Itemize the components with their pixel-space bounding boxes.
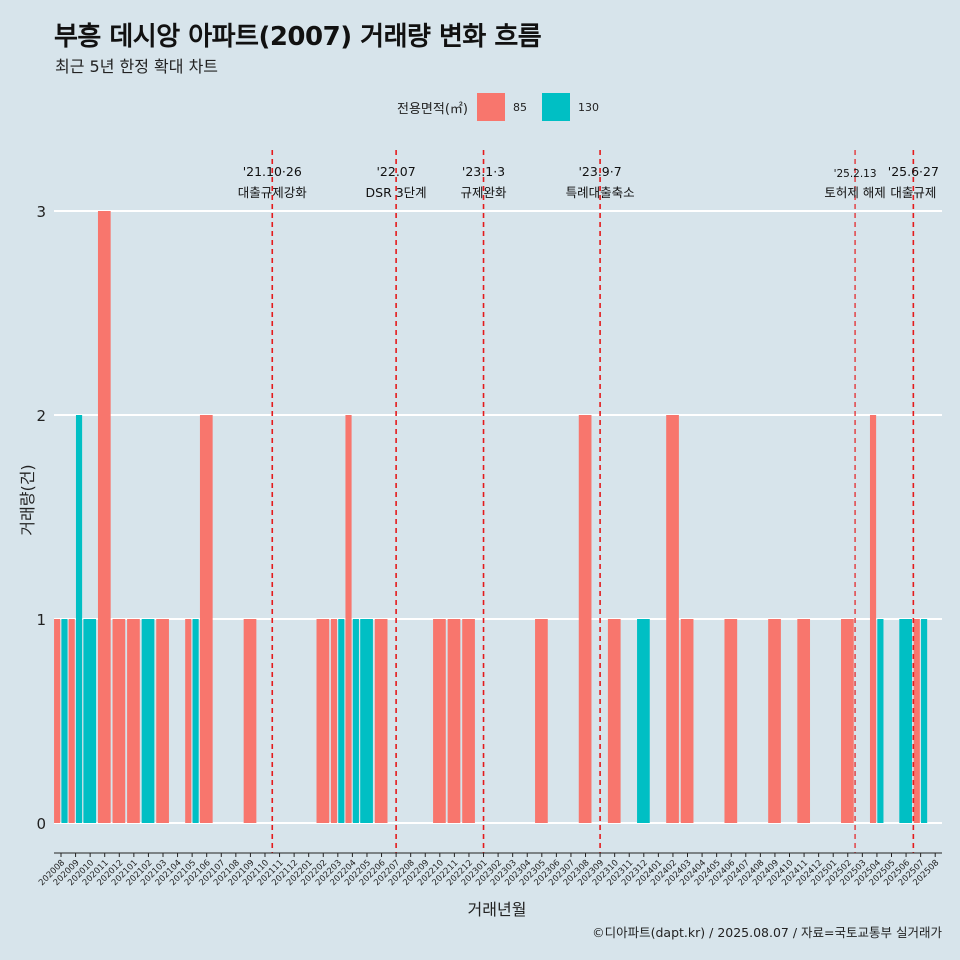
bar-85 [112,619,126,823]
event-date-label: '21.10·26 [243,164,302,179]
bar-85 [54,619,61,823]
bar-130 [61,619,68,823]
bar-85 [869,415,877,823]
bar-85 [345,415,352,823]
caption: ©디아파트(dapt.kr) / 2025.08.07 / 자료=국토교통부 실… [592,925,942,940]
bar-85 [724,619,738,823]
bar-85 [433,619,446,823]
event-text-label: 대출규제강화 [238,185,308,200]
event-text-label: 규제완화 [461,185,508,200]
event-date-label: '25.2.13 [834,168,877,180]
legend-key-85 [476,93,505,121]
bar-85 [666,415,679,823]
bar-130 [637,619,650,823]
bar-85 [185,619,192,823]
legend: 전용면적(㎡) 85 130 [397,93,614,121]
y-tick-label: 0 [36,815,46,833]
bar-130 [352,619,359,823]
bar-85 [578,415,592,823]
bar-85 [913,619,920,823]
chart-title: 부흥 데시앙 아파트(2007) 거래량 변화 흐름 [54,22,542,52]
bar-85 [316,619,330,823]
bar-130 [141,619,155,823]
bar-85 [156,619,169,823]
bar-85 [97,211,111,823]
bar-130 [75,415,83,823]
bar-130 [360,619,373,823]
event-text-label: 특례대출축소 [566,185,635,200]
bar-85 [841,619,854,823]
bar-130 [921,619,928,823]
y-tick-label: 2 [36,407,46,425]
bar-85 [535,619,548,823]
bar-85 [68,619,75,823]
event-date-label: '25.6·27 [888,164,939,179]
event-date-label: '23.9·7 [578,164,621,179]
event-text-label: DSR 3단계 [366,185,427,200]
y-tick-label: 1 [36,611,46,629]
event-date-label: '22.07 [376,164,415,179]
bar-85 [127,619,140,823]
bar-130 [83,619,97,823]
chart-subtitle: 최근 5년 한정 확대 차트 [55,57,219,76]
bar-130 [192,619,199,823]
bar-85 [330,619,338,823]
y-tick-label: 3 [36,203,46,221]
bar-85 [680,619,694,823]
bar-130 [899,619,913,823]
bar-130 [877,619,884,823]
bar-85 [199,415,213,823]
bar-85 [607,619,621,823]
legend-label-130: 130 [577,100,599,114]
legend-label-85: 85 [512,100,527,114]
event-text-label: 토허제 해제 [824,185,885,200]
bar-85 [243,619,257,823]
bar-85 [447,619,461,823]
bar-85 [462,619,475,823]
bar-130 [338,619,345,823]
event-date-label: '23.1·3 [462,164,505,179]
bar-85 [374,619,388,823]
x-axis-title: 거래년월 [468,900,527,919]
legend-key-130 [541,93,570,121]
y-axis-title: 거래량(건) [18,464,37,535]
bar-85 [797,619,811,823]
legend-title: 전용면적(㎡) [397,101,468,117]
bar-85 [768,619,781,823]
event-text-label: 대출규제 [890,185,936,200]
